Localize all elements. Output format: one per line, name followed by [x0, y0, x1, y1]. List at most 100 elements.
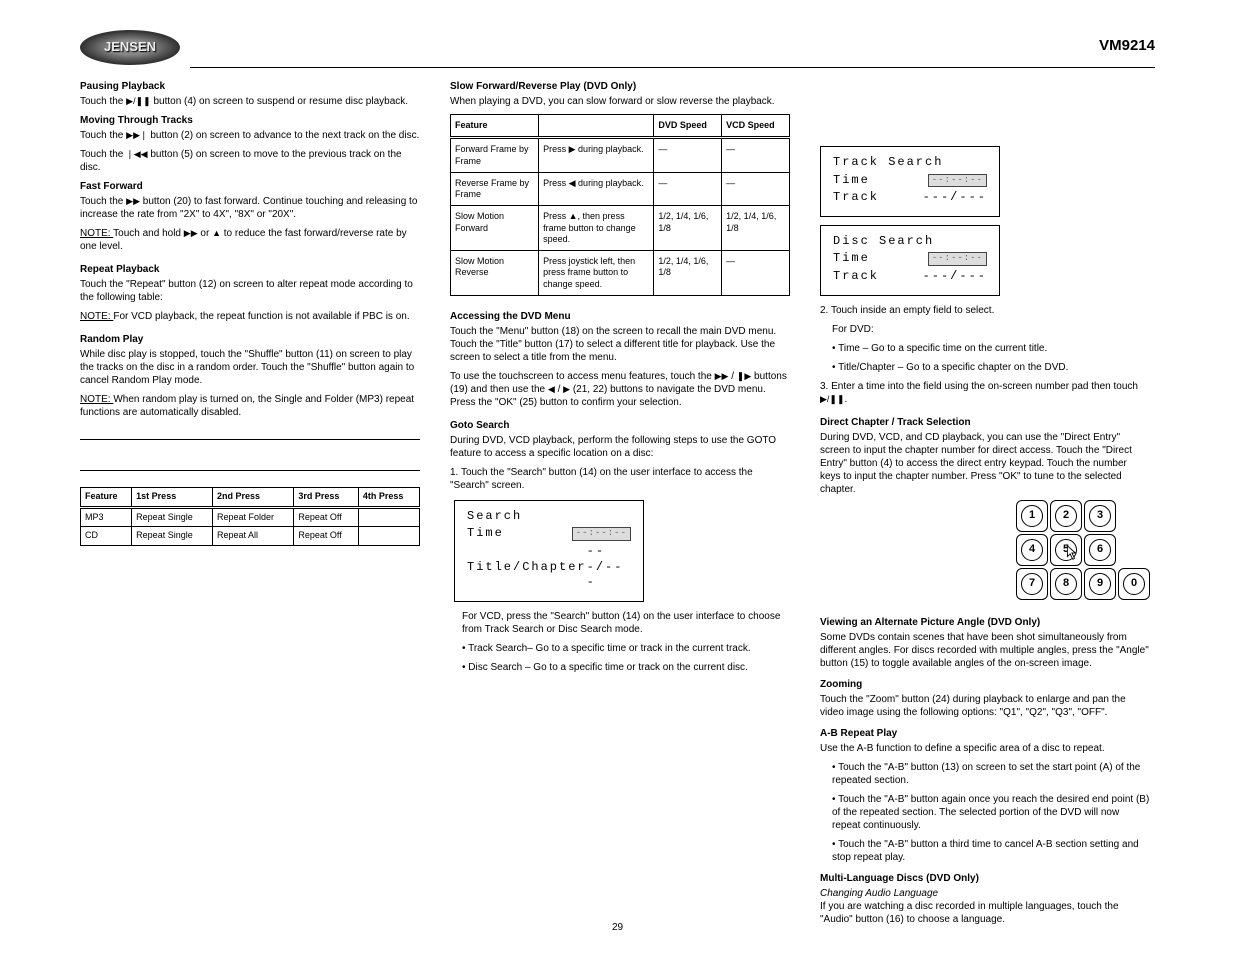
sp-cell: — [722, 172, 790, 206]
text-dvd-menu: Touch the "Menu" button (18) on the scre… [450, 325, 790, 364]
osd-time-label: Time [833, 173, 870, 189]
prev-track-icon: ❘◀◀ [126, 149, 147, 159]
ab-item-3: • Touch the "A-B" button a third time to… [832, 838, 1150, 864]
fast-forward-icon: ▶▶ [715, 371, 729, 381]
text-direct: During DVD, VCD, and CD playback, you ca… [820, 431, 1150, 496]
osd-time-value: --:--:-- [928, 252, 987, 266]
feat-th-4: 4th Press [358, 488, 419, 508]
sp-cell: 1/2, 1/4, 1/6, 1/8 [654, 206, 722, 251]
osd-titlechapter-value: ---/--- [587, 544, 631, 591]
goto-dvd-item-1: • Time – Go to a specific time on the cu… [832, 342, 1150, 355]
feat-cell: Repeat Folder [212, 507, 293, 527]
sp-cell: Press ◀ during playback. [539, 172, 654, 206]
sp-th-1 [539, 115, 654, 138]
feat-th-1: 1st Press [132, 488, 213, 508]
sp-cell: Reverse Frame by Frame [451, 172, 539, 206]
fast-forward-icon: ▶▶ [126, 196, 140, 206]
sp-cell: — [654, 138, 722, 173]
feat-th-2: 2nd Press [212, 488, 293, 508]
heading-ab: A-B Repeat Play [820, 727, 1150, 740]
ab-item-1: • Touch the "A-B" button (13) on screen … [832, 761, 1150, 787]
sp-cell: Press ▶ during playback. [539, 138, 654, 173]
keypad-key: 0 [1118, 568, 1150, 600]
osd-time-label: Time [467, 526, 504, 542]
keypad-key: 8 [1050, 568, 1082, 600]
page-number: 29 [612, 921, 623, 934]
heading-multilang: Multi-Language Discs (DVD Only) [820, 872, 1150, 885]
subheading-audio: Changing Audio Language [820, 887, 1150, 900]
heading-dvd-menu: Accessing the DVD Menu [450, 310, 790, 323]
repeat-feature-table: Feature 1st Press 2nd Press 3rd Press 4t… [80, 487, 420, 546]
sp-cell: Press ▲, then press frame button to chan… [539, 206, 654, 251]
play-pause-icon: ▶/❚❚ [820, 394, 845, 404]
text-audio: If you are watching a disc recorded in m… [820, 900, 1150, 926]
osd-title: Track Search [833, 155, 987, 171]
text-dvd-menu-nav: To use the touchscreen to access menu fe… [450, 370, 790, 409]
osd-titlechapter-label: Title/Chapter [467, 560, 587, 576]
text-pausing: Touch the ▶/❚❚ button (4) on screen to s… [80, 95, 420, 108]
note-random: NOTE: When random play is turned on, the… [80, 393, 420, 419]
goto-step1: 1. Touch the "Search" button (14) on the… [450, 466, 790, 492]
sp-cell: Slow Motion Reverse [451, 251, 539, 296]
feat-cell: Repeat All [212, 527, 293, 546]
ab-item-2: • Touch the "A-B" button again once you … [832, 793, 1150, 832]
model-number: VM9214 [1099, 36, 1155, 56]
feat-cell [358, 507, 419, 527]
sp-cell: 1/2, 1/4, 1/6, 1/8 [654, 251, 722, 296]
text-random: While disc play is stopped, touch the "S… [80, 348, 420, 387]
osd-title: Disc Search [833, 234, 987, 250]
osd-track-label: Track [833, 269, 879, 285]
slow-speed-table: Feature DVD Speed VCD Speed Forward Fram… [450, 114, 790, 296]
sp-cell: Slow Motion Forward [451, 206, 539, 251]
feat-cell [358, 527, 419, 546]
right-arrow-icon: ▶ [563, 384, 570, 394]
text-ab: Use the A-B function to define a specifi… [820, 742, 1150, 755]
heading-angle: Viewing an Alternate Picture Angle (DVD … [820, 616, 1150, 629]
next-track-icon: ▶▶❘ [126, 130, 147, 140]
column-right: Track Search Time --:--:-- Track ---/---… [820, 80, 1150, 932]
keypad-key: 3 [1084, 500, 1116, 532]
text-zoom: Touch the "Zoom" button (24) during play… [820, 693, 1150, 719]
sp-cell: — [722, 138, 790, 173]
sp-th-0: Feature [451, 115, 539, 138]
keypad-illustration: 1 2 3 4 5 6 7 8 9 0 [820, 506, 1150, 616]
feat-cell: Repeat Single [132, 527, 213, 546]
keypad-key: 7 [1016, 568, 1048, 600]
sp-cell: 1/2, 1/4, 1/6, 1/8 [722, 206, 790, 251]
osd-track-label: Track [833, 190, 879, 206]
heading-random: Random Play [80, 333, 420, 346]
heading-moving-tracks: Moving Through Tracks [80, 114, 420, 127]
text-goto: During DVD, VCD playback, perform the fo… [450, 434, 790, 460]
heading-repeat: Repeat Playback [80, 263, 420, 276]
goto-dvd-item-2: • Title/Chapter – Go to a specific chapt… [832, 361, 1150, 374]
feat-cell: MP3 [81, 507, 132, 527]
step-forward-icon: ❚▶ [737, 371, 751, 381]
sp-th-2: DVD Speed [654, 115, 722, 138]
note-vcd-pbc: NOTE: For VCD playback, the repeat funct… [80, 310, 420, 323]
osd-track-value: ---/--- [923, 190, 987, 206]
osd-time-value: --:--:-- [572, 527, 631, 541]
sp-th-3: VCD Speed [722, 115, 790, 138]
sp-cell: Forward Frame by Frame [451, 138, 539, 173]
feat-cell: Repeat Single [132, 507, 213, 527]
osd-track-search-box: Track Search Time --:--:-- Track ---/--- [820, 146, 1000, 217]
goto-step2: 2. Touch inside an empty field to select… [820, 304, 1150, 317]
heading-zoom: Zooming [820, 678, 1150, 691]
feat-cell: Repeat Off [294, 527, 359, 546]
goto-dvd-label: For DVD: [832, 323, 1150, 336]
text-slow: When playing a DVD, you can slow forward… [450, 95, 790, 108]
text-repeat: Touch the "Repeat" button (12) on screen… [80, 278, 420, 304]
note-ff-reduce: NOTE: Touch and hold ▶▶ or ▲ to reduce t… [80, 227, 420, 253]
page-header: JENSEN VM9214 [80, 30, 1155, 68]
heading-direct: Direct Chapter / Track Selection [820, 416, 1150, 429]
sp-cell: — [654, 172, 722, 206]
left-arrow-icon: ◀ [548, 384, 555, 394]
osd-disc-search-box: Disc Search Time --:--:-- Track ---/--- [820, 225, 1000, 296]
keypad-key: 9 [1084, 568, 1116, 600]
osd-track-value: ---/--- [923, 269, 987, 285]
heading-slow: Slow Forward/Reverse Play (DVD Only) [450, 80, 790, 93]
column-center: Slow Forward/Reverse Play (DVD Only) Whe… [450, 80, 790, 680]
keypad-key: 5 [1050, 534, 1082, 566]
feat-th-3: 3rd Press [294, 488, 359, 508]
goto-step1b: For VCD, press the "Search" button (14) … [462, 610, 790, 636]
